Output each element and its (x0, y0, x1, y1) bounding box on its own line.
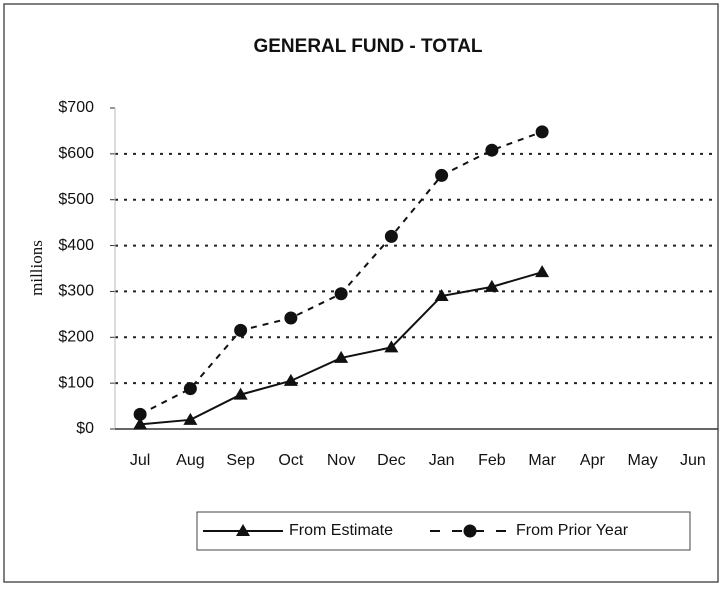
marker (334, 287, 348, 301)
marker (485, 143, 499, 157)
marker (535, 125, 549, 139)
y-tick-label: $400 (58, 237, 94, 254)
x-tick-label: Dec (377, 452, 405, 469)
marker (535, 265, 550, 278)
y-tick-label: $200 (58, 329, 94, 346)
y-tick-label: $0 (76, 420, 94, 437)
legend-label: From Prior Year (516, 522, 629, 539)
marker (283, 373, 298, 386)
x-tick-label: Sep (226, 452, 255, 469)
marker (233, 387, 248, 400)
x-tick-label: Aug (176, 452, 204, 469)
marker (284, 311, 298, 325)
frame (3, 3, 719, 583)
x-tick-label: Feb (478, 452, 506, 469)
marker (435, 168, 449, 182)
y-tick-label: $100 (58, 374, 94, 391)
marker (183, 382, 197, 396)
marker (234, 323, 248, 337)
x-tick-label: Jun (680, 452, 706, 469)
x-tick-label: Nov (327, 452, 355, 469)
legend-marker (236, 524, 250, 536)
marker (183, 412, 198, 425)
marker (434, 289, 449, 302)
marker (384, 340, 399, 353)
x-tick-label: Apr (580, 452, 606, 469)
x-tick-label: Mar (528, 452, 556, 469)
x-tick-label: Jan (429, 452, 455, 469)
marker (133, 407, 147, 421)
y-tick-label: $300 (58, 283, 94, 300)
y-tick-label: $600 (58, 145, 94, 162)
x-tick-label: May (628, 452, 658, 469)
y-tick-label: $500 (58, 191, 94, 208)
x-tick-label: Oct (278, 452, 303, 469)
y-tick-label: $700 (58, 99, 94, 116)
marker (133, 417, 148, 430)
marker (484, 279, 499, 292)
legend-marker (463, 524, 477, 538)
marker (384, 229, 398, 243)
legend-box (196, 511, 691, 551)
legend-label: From Estimate (289, 522, 393, 539)
x-tick-label: Jul (130, 452, 150, 469)
marker (334, 350, 349, 363)
chart-title: GENERAL FUND - TOTAL (253, 36, 482, 57)
y-axis-label: millions (27, 240, 46, 296)
